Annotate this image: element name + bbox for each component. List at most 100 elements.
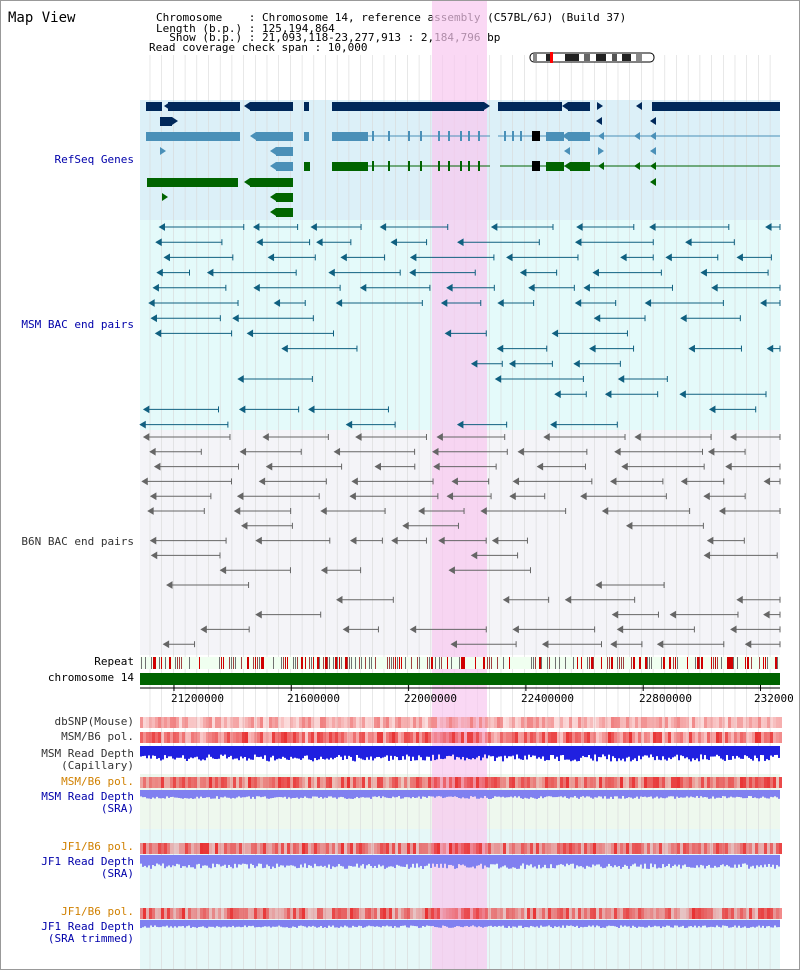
msm-sra-depth-bar [414, 790, 416, 798]
gene-feature[interactable] [276, 147, 293, 156]
jf1-b6-polymorphism-heatmap [413, 908, 416, 919]
repeat-element [369, 657, 370, 669]
track-label-dbsnp[interactable]: dbSNP(Mouse) [54, 715, 134, 728]
repeat-element [365, 657, 366, 669]
msm-capillary-depth-bar [738, 746, 740, 758]
msm-capillary-depth-bar [426, 746, 428, 757]
jf1-b6-polymorphism-heatmap [245, 908, 248, 919]
msm-b6-polymorphism-heatmap [281, 777, 284, 788]
jf1-trimmed-depth-bar [214, 920, 216, 928]
track-label-jf1-depth-sra-1[interactable]: JF1 Read Depth [41, 855, 134, 868]
jf1-b6-polymorphism-heatmap [191, 843, 194, 854]
dbsnp-heatmap [140, 717, 143, 728]
msm-sra-depth-bar [678, 790, 680, 798]
msm-capillary-depth-bar [736, 746, 738, 756]
jf1-sra-depth-bar [494, 855, 496, 865]
track-label-msm-depth-cap-1[interactable]: MSM Read Depth [41, 747, 134, 760]
gene-feature[interactable] [304, 162, 310, 171]
gene-feature[interactable] [304, 102, 309, 111]
chromosome-bar[interactable] [140, 673, 780, 685]
jf1-trimmed-depth-bar [642, 920, 644, 927]
gene-arrow [160, 147, 166, 155]
gene-feature[interactable] [168, 102, 240, 111]
gene-feature[interactable] [146, 102, 162, 111]
gene-feature[interactable] [160, 117, 172, 126]
msm-sra-depth-bar [580, 790, 582, 797]
gene-feature[interactable] [332, 102, 484, 111]
bac-end-marker [237, 375, 244, 383]
jf1-sra-depth-bar [240, 855, 242, 865]
gene-feature[interactable] [276, 193, 293, 202]
track-label-msm-b6-pol-1[interactable]: MSM/B6 pol. [61, 730, 134, 743]
gene-feature[interactable] [250, 178, 293, 187]
track-label-jf1-depth-trim-1[interactable]: JF1 Read Depth [41, 920, 134, 933]
gene-exon [504, 131, 506, 141]
dbsnp-heatmap [743, 717, 746, 728]
gene-feature[interactable] [250, 102, 293, 111]
jf1-sra-depth-bar [474, 855, 476, 869]
track-label-jf1-b6-pol-2[interactable]: JF1/B6 pol. [61, 905, 134, 918]
jf1-b6-polymorphism-heatmap [512, 843, 515, 854]
gene-feature[interactable] [304, 132, 309, 141]
msm-b6-polymorphism-heatmap [335, 732, 338, 743]
msm-capillary-depth-bar [366, 746, 368, 758]
dbsnp-heatmap [692, 717, 695, 728]
gene-feature[interactable] [146, 132, 240, 141]
gene-feature[interactable] [546, 132, 564, 141]
track-label-jf1-b6-pol-1[interactable]: JF1/B6 pol. [61, 840, 134, 853]
gene-feature[interactable] [332, 162, 368, 171]
jf1-trimmed-depth-bar [390, 920, 392, 927]
gene-feature[interactable] [147, 178, 238, 187]
gene-feature[interactable] [652, 102, 780, 111]
gene-feature[interactable] [568, 132, 590, 141]
gene-feature[interactable] [498, 102, 562, 111]
repeat-element [253, 657, 254, 669]
gene-feature[interactable] [546, 162, 564, 171]
msm-sra-depth-bar [696, 790, 698, 797]
jf1-b6-polymorphism-heatmap [767, 908, 770, 919]
track-label-msm-bac[interactable]: MSM BAC end pairs [21, 318, 134, 331]
dbsnp-heatmap [455, 717, 458, 728]
msm-capillary-depth-bar [374, 746, 376, 759]
jf1-b6-polymorphism-heatmap [470, 908, 473, 919]
track-label-msm-depth-sra-1[interactable]: MSM Read Depth [41, 790, 134, 803]
repeat-element [341, 657, 342, 669]
msm-b6-polymorphism-heatmap [284, 777, 287, 788]
jf1-sra-depth-bar [180, 855, 182, 868]
msm-sra-depth-bar [352, 790, 354, 799]
dbsnp-heatmap [671, 717, 674, 728]
msm-b6-polymorphism-heatmap [434, 732, 437, 743]
jf1-sra-depth-bar [354, 855, 356, 867]
msm-b6-polymorphism-heatmap [218, 732, 221, 743]
msm-capillary-depth-bar [188, 746, 190, 759]
track-label-refseq[interactable]: RefSeq Genes [54, 153, 134, 166]
bac-end-marker [148, 299, 155, 307]
jf1-sra-depth-bar [730, 855, 732, 868]
msm-sra-depth-bar [672, 790, 674, 797]
dbsnp-heatmap [485, 717, 488, 728]
jf1-trimmed-depth-bar [338, 920, 340, 928]
jf1-b6-polymorphism-heatmap [155, 908, 158, 919]
msm-sra-depth-bar [462, 790, 464, 798]
track-label-b6n-bac[interactable]: B6N BAC end pairs [21, 535, 134, 548]
jf1-sra-depth-bar [312, 855, 314, 868]
gene-feature[interactable] [276, 208, 293, 217]
jf1-sra-depth-bar [190, 855, 192, 868]
track-label-msm-b6-pol-2[interactable]: MSM/B6 pol. [61, 775, 134, 788]
gene-feature[interactable] [276, 162, 293, 171]
repeat-element [747, 657, 749, 669]
gene-feature[interactable] [256, 132, 293, 141]
gene-feature[interactable] [570, 162, 590, 171]
msm-capillary-depth-bar [396, 746, 398, 757]
jf1-sra-depth-bar [628, 855, 630, 869]
jf1-b6-polymorphism-heatmap [512, 908, 515, 919]
gene-feature[interactable] [568, 102, 590, 111]
bac-end-marker [708, 405, 716, 414]
gene-feature[interactable] [332, 132, 368, 141]
msm-sra-depth-bar [238, 790, 240, 797]
msm-capillary-depth-bar [316, 746, 318, 761]
jf1-sra-depth-bar [360, 855, 362, 866]
repeat-element [541, 657, 542, 669]
dbsnp-heatmap [776, 717, 779, 728]
